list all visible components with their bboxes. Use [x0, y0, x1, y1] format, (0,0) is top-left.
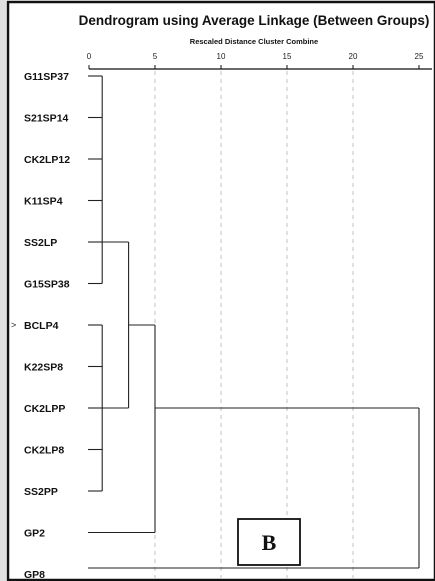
grid-lines — [154, 71, 354, 578]
leaf-labels: G11SP37 S21SP14 CK2LP12 K11SP4 SS2LP G15SP38 B… — [11, 71, 70, 581]
panel-label-frame — [237, 518, 301, 566]
leaf-label: S21SP14 — [24, 113, 69, 125]
panel-label: B — [262, 530, 277, 555]
leaf-label: K22SP8 — [24, 362, 63, 374]
leaf-label: K11SP4 — [24, 196, 63, 208]
leaf-label: CK2LP8 — [24, 445, 64, 457]
x-axis: 0 5 10 15 20 25 — [87, 52, 432, 70]
leaf-label: G15SP38 — [24, 279, 70, 291]
panel-label-box: B — [237, 518, 301, 566]
leaf-label: SS2PP — [24, 486, 58, 498]
leaf-label: GP8 — [24, 569, 45, 581]
x-tick-label: 15 — [283, 52, 292, 61]
leaf-label: G11SP37 — [24, 71, 69, 83]
left-edge-stripe — [0, 0, 6, 581]
leaf-label: CK2LPP — [24, 403, 65, 415]
leaf-label: SS2LP — [24, 237, 57, 249]
leaf-label: BCLP4 — [24, 320, 59, 332]
chart-title: Dendrogram using Average Linkage (Betwee… — [79, 13, 430, 28]
dendrogram-branches — [88, 75, 420, 569]
x-tick-label: 20 — [349, 52, 358, 61]
axis-label: Rescaled Distance Cluster Combine — [190, 37, 318, 46]
leaf-label: CK2LP12 — [24, 154, 70, 166]
x-tick-label: 10 — [217, 52, 226, 61]
leaf-label: GP2 — [24, 528, 45, 540]
x-tick-label: 25 — [415, 52, 424, 61]
x-tick-label: 5 — [153, 52, 158, 61]
figure-frame — [6, 0, 435, 581]
x-tick-label: 0 — [87, 52, 92, 61]
leaf-marker-icon: > — [11, 320, 16, 330]
